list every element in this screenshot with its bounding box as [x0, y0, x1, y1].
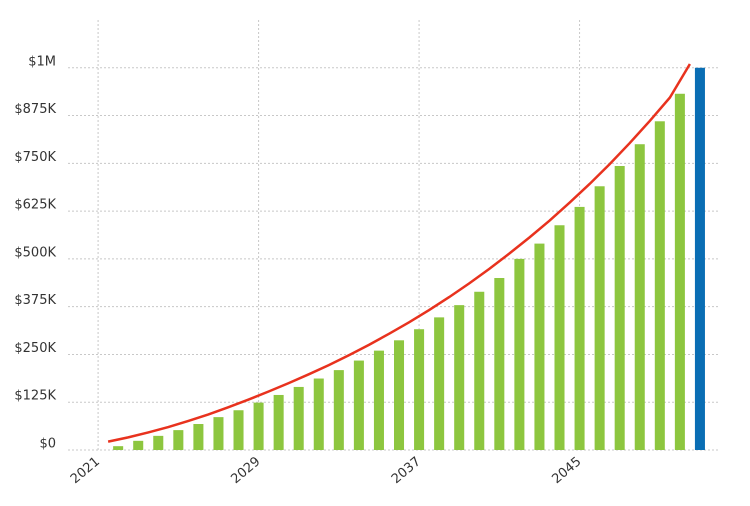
bar [594, 186, 605, 450]
bar [494, 278, 505, 450]
bar [133, 440, 144, 450]
x-tick-label: 2037 [389, 454, 424, 487]
bar [333, 370, 344, 450]
y-tick-label: $625K [14, 198, 56, 213]
bar [414, 329, 425, 450]
bar [614, 166, 625, 450]
bar [634, 144, 645, 450]
bar [313, 378, 324, 450]
y-tick-label: $250K [14, 341, 56, 356]
bar [233, 410, 244, 450]
y-tick-label: $875K [14, 102, 56, 117]
x-tick-label: 2045 [549, 454, 584, 487]
bar [454, 305, 465, 450]
bar [173, 430, 184, 450]
bar [213, 417, 224, 450]
bar [654, 121, 665, 451]
bar [574, 206, 585, 450]
y-tick-label: $0 [39, 437, 56, 452]
bar [434, 317, 445, 450]
bar [373, 350, 384, 450]
bar [474, 291, 485, 450]
x-tick-label: 2029 [228, 454, 263, 487]
bar [353, 360, 364, 450]
bar [153, 435, 164, 450]
bar [273, 394, 284, 450]
bar [253, 402, 264, 450]
bar [394, 340, 405, 450]
bar [554, 225, 565, 450]
y-tick-label: $375K [14, 293, 56, 308]
y-tick-label: $500K [14, 245, 56, 260]
bar [193, 424, 204, 450]
bar [694, 67, 705, 451]
y-tick-label: $750K [14, 150, 56, 165]
x-tick-label: 2021 [68, 454, 103, 487]
y-tick-label: $1M [28, 54, 56, 69]
bar [514, 258, 525, 450]
bar [534, 243, 545, 450]
bar [674, 93, 685, 450]
y-tick-label: $125K [14, 389, 56, 404]
bar [113, 446, 124, 450]
bar [293, 386, 304, 450]
trend-line [107, 63, 691, 443]
